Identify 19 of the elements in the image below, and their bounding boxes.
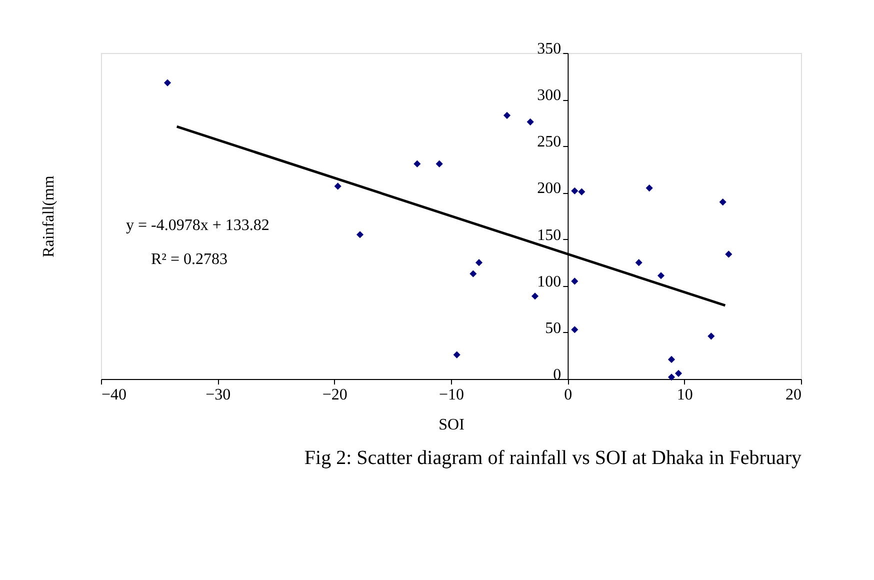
annotation: R² = 0.2783 [151, 251, 228, 268]
caption: Fig 2: Scatter diagram of rainfall vs SOI at Dhaka in February [304, 447, 802, 469]
y-tick-label: 350 [537, 40, 562, 58]
x-tick-label: −40 [102, 386, 127, 404]
y-tick-label: 100 [537, 273, 562, 290]
x-tick-label: −20 [322, 386, 348, 404]
y-tick-label: 300 [537, 87, 562, 104]
annotation: y = -4.0978x + 133.82 [126, 217, 270, 234]
y-tick-label: 200 [537, 180, 562, 198]
y-tick-label: 150 [537, 226, 562, 244]
x-tick-label: −30 [206, 386, 231, 404]
y-axis-title: Rainfall(mm [40, 175, 58, 258]
y-tick-label: 250 [537, 134, 562, 151]
x-axis-title: SOI [438, 416, 464, 434]
x-tick-label: 10 [676, 386, 693, 404]
x-tick-label: −10 [438, 386, 464, 404]
y-tick-label: 50 [545, 320, 562, 337]
x-tick-label: 0 [564, 386, 572, 404]
x-tick-label: 20 [786, 386, 802, 404]
